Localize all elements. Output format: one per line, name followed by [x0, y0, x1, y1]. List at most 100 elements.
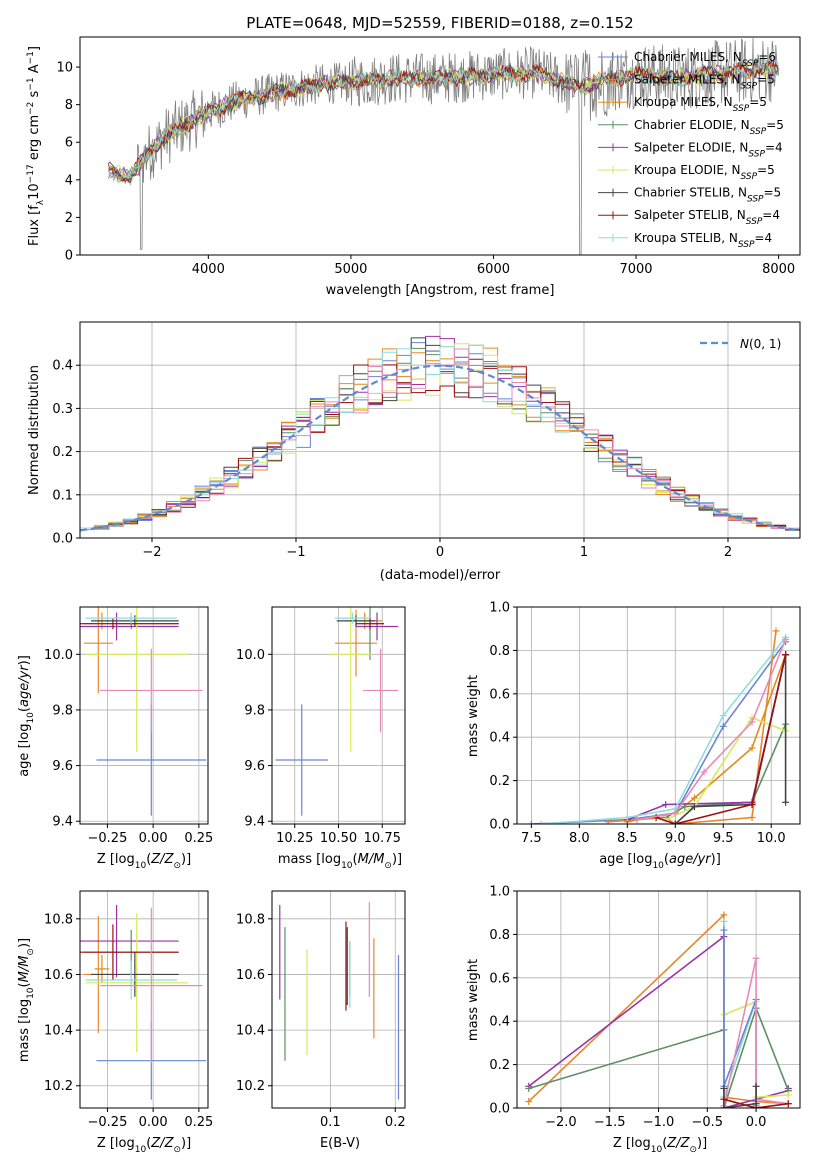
x-tick-label: −1.0: [643, 1115, 675, 1130]
x-tick-label: 6000: [477, 262, 510, 277]
axes-frame: [271, 890, 406, 1109]
x-tick-label: 9.0: [665, 831, 686, 846]
weight-series: [723, 1098, 789, 1108]
x-axis-label: age [log10(age/yr)]: [599, 852, 721, 871]
y-tick-label: 1.0: [489, 885, 510, 900]
legend-entry: Kroupa STELIB, NSSP=4: [634, 231, 772, 250]
y-tick-label: 0.2: [489, 1058, 510, 1073]
panel-age_vs_Z: −0.25 0.00 0.25 9.4 9.6 9.8 10.0 Z [log10(Z/Z⊙)…: [17, 606, 213, 871]
panel-spectrum: 4000 5000 6000 7000 8000 0 2 4 6 8 10 PLATE=0648, M…: [26, 14, 801, 298]
histogram-series: [80, 337, 800, 532]
y-tick-label: 0.2: [489, 774, 510, 789]
x-tick-label: 9.5: [713, 831, 734, 846]
x-tick-label: 10.0: [757, 831, 786, 846]
y-axis-label: mass [log10(M/M⊙)]: [17, 938, 36, 1062]
panel-mass_vs_Z: −0.25 0.00 0.25 10.2 10.4 10.6 10.8 Z [log10(Z/…: [17, 890, 213, 1155]
y-tick-label: 10.0: [236, 648, 265, 663]
legend-entry: Salpeter STELIB, NSSP=4: [634, 208, 780, 227]
y-tick-label: 0: [65, 249, 73, 264]
y-tick-label: 10.2: [236, 1079, 265, 1094]
weight-series: [665, 716, 786, 821]
x-tick-label: −0.25: [88, 1115, 128, 1130]
weight-series: [723, 930, 757, 1106]
y-tick-label: 10.8: [236, 912, 265, 927]
x-tick-label: 7.5: [521, 831, 542, 846]
y-tick-label: 10.6: [44, 968, 73, 983]
plot-area: [279, 902, 400, 1100]
x-axis-label: E(B-V): [320, 1136, 360, 1151]
y-tick-label: 0.4: [489, 1015, 510, 1030]
chart-title: PLATE=0648, MJD=52559, FIBERID=0188, z=0…: [246, 14, 633, 32]
y-axis-label: age [log10(age/yr)]: [17, 655, 36, 777]
plot-area: [80, 607, 207, 816]
y-axis-label: mass weight: [466, 959, 481, 1041]
y-tick-label: 9.8: [244, 703, 265, 718]
y-tick-label: 0.0: [489, 1102, 510, 1117]
weight-series: [608, 630, 777, 824]
x-tick-label: −2: [142, 545, 161, 560]
y-tick-label: 10.4: [236, 1024, 265, 1039]
x-tick-label: 0.25: [184, 831, 213, 846]
panel-weight_vs_age: 7.5 8.0 8.5 9.0 9.5 10.0 0.0 0.2 0.4 0.6 0.8 1.0 age…: [466, 601, 801, 871]
y-tick-label: 0.4: [489, 731, 510, 746]
x-tick-label: 0.25: [184, 1115, 213, 1130]
y-tick-label: 10.0: [44, 648, 73, 663]
y-tick-label: 9.8: [52, 703, 73, 718]
legend-entry: Salpeter ELODIE, NSSP=4: [634, 140, 783, 159]
y-axis-label: Normed distribution: [27, 365, 42, 495]
legend-entry: Chabrier ELODIE, NSSP=5: [634, 118, 784, 137]
model-salS: [108, 60, 779, 183]
weight-series: [540, 636, 787, 824]
x-axis-label: wavelength [Angstrom, rest frame]: [326, 283, 555, 298]
weight-series: [723, 958, 789, 1106]
x-axis-label: Z [log10(Z/Z⊙)]: [613, 1136, 707, 1155]
axes-frame: [516, 606, 801, 825]
x-tick-label: −2.0: [545, 1115, 577, 1130]
axes-frame: [516, 890, 801, 1109]
weight-series: [528, 1005, 790, 1108]
y-tick-label: 10.6: [236, 968, 265, 983]
weight-series: [655, 654, 787, 824]
y-tick-label: 0.2: [52, 445, 73, 460]
x-tick-label: 1: [580, 545, 588, 560]
x-tick-label: 10.50: [320, 831, 357, 846]
x-tick-label: 7000: [619, 262, 652, 277]
x-tick-label: 0.00: [139, 831, 168, 846]
plot-area: [108, 37, 779, 255]
legend-entry: Kroupa ELODIE, NSSP=5: [634, 163, 775, 182]
y-axis-label: Flux [fλ10−17 erg cm−2 s−1 A−1]: [26, 46, 46, 246]
panel-residuals: −2 −1 0 1 2 0.0 0.1 0.2 0.3 0.4 (data-model)/error…: [27, 321, 801, 583]
y-tick-label: 0.3: [52, 402, 73, 417]
model-krS: [108, 58, 779, 184]
y-tick-label: 0.6: [489, 971, 510, 986]
legend-entry: Kroupa MILES, NSSP=5: [634, 95, 767, 114]
x-axis-label: Z [log10(Z/Z⊙)]: [97, 1136, 191, 1155]
panel-weight_vs_Z: −2.0 −1.5 −1.0 −0.5 0.0 0.0 0.2 0.4 0.6 0.8 1.0 Z […: [466, 885, 801, 1155]
y-tick-label: 6: [65, 136, 73, 151]
x-tick-label: 4000: [192, 262, 225, 277]
residual-legend: N(0, 1): [700, 337, 781, 351]
plot-area: [275, 607, 398, 816]
y-tick-label: 10.8: [44, 912, 73, 927]
x-tick-label: 8.0: [569, 831, 590, 846]
plot-area: [80, 335, 800, 533]
x-tick-label: 5000: [334, 262, 367, 277]
y-tick-label: 10.2: [44, 1079, 73, 1094]
x-tick-label: 0.00: [139, 1115, 168, 1130]
axes-frame: [79, 321, 801, 539]
y-tick-label: 0.1: [52, 488, 73, 503]
y-tick-label: 8: [65, 98, 73, 113]
x-tick-label: 0.1: [320, 1115, 341, 1130]
y-tick-label: 1.0: [489, 601, 510, 616]
y-tick-label: 0.6: [489, 687, 510, 702]
x-tick-label: 8.5: [617, 831, 638, 846]
x-tick-label: −0.5: [692, 1115, 724, 1130]
y-tick-label: 0.8: [489, 644, 510, 659]
y-tick-label: 0.0: [52, 532, 73, 547]
axes-frame: [79, 36, 801, 256]
y-tick-label: 0.4: [52, 359, 73, 374]
y-tick-label: 10: [56, 61, 73, 76]
x-axis-label: (data-model)/error: [380, 568, 501, 583]
x-tick-label: 2: [724, 545, 732, 560]
